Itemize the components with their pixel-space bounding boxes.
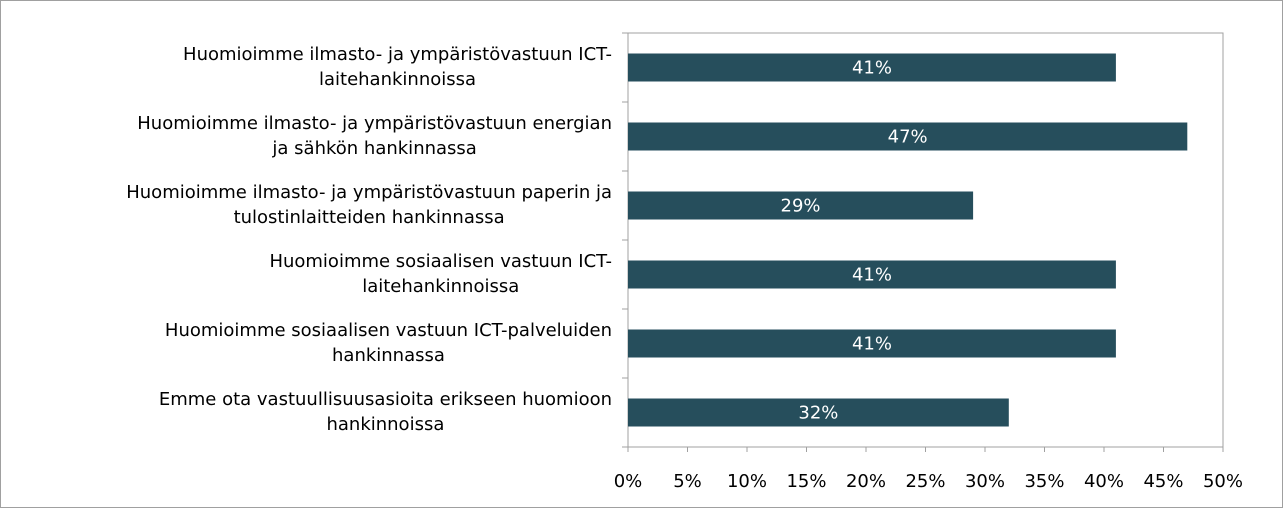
x-tick-label: 5% [673, 471, 702, 492]
y-tick-label: Emme ota vastuullisuusasioita erikseen h… [159, 389, 612, 435]
bar-value-label: 29% [781, 196, 821, 217]
bar-value-label: 41% [852, 334, 892, 355]
y-tick-label: Huomioimme sosiaalisen vastuun ICT-palve… [165, 320, 612, 366]
x-tick-label: 15% [786, 471, 826, 492]
bar [628, 53, 1116, 82]
bar [628, 329, 1116, 358]
x-tick-label: 40% [1084, 471, 1124, 492]
x-tick-label: 35% [1024, 471, 1064, 492]
y-tick-label: Huomioimme ilmasto- ja ympäristövastuun … [126, 182, 612, 228]
x-tick-label: 25% [905, 471, 945, 492]
bar [628, 398, 1009, 427]
bar-value-label: 41% [852, 58, 892, 79]
bar [628, 191, 974, 220]
x-tick-label: 45% [1143, 471, 1183, 492]
y-tick-label: Huomioimme ilmasto- ja ympäristövastuun … [137, 113, 612, 159]
x-tick-label: 30% [965, 471, 1005, 492]
bar-value-label: 32% [798, 403, 838, 424]
bar-value-label: 41% [852, 265, 892, 286]
x-tick-label: 50% [1203, 471, 1243, 492]
x-tick-label: 20% [846, 471, 886, 492]
bar-value-label: 47% [888, 127, 928, 148]
bar [628, 122, 1188, 151]
y-tick-label: Huomioimme ilmasto- ja ympäristövastuun … [183, 44, 612, 90]
bar [628, 260, 1116, 289]
x-tick-label: 0% [614, 471, 643, 492]
x-tick-label: 10% [727, 471, 767, 492]
y-tick-label: Huomioimme sosiaalisen vastuun ICT-laite… [269, 251, 612, 297]
